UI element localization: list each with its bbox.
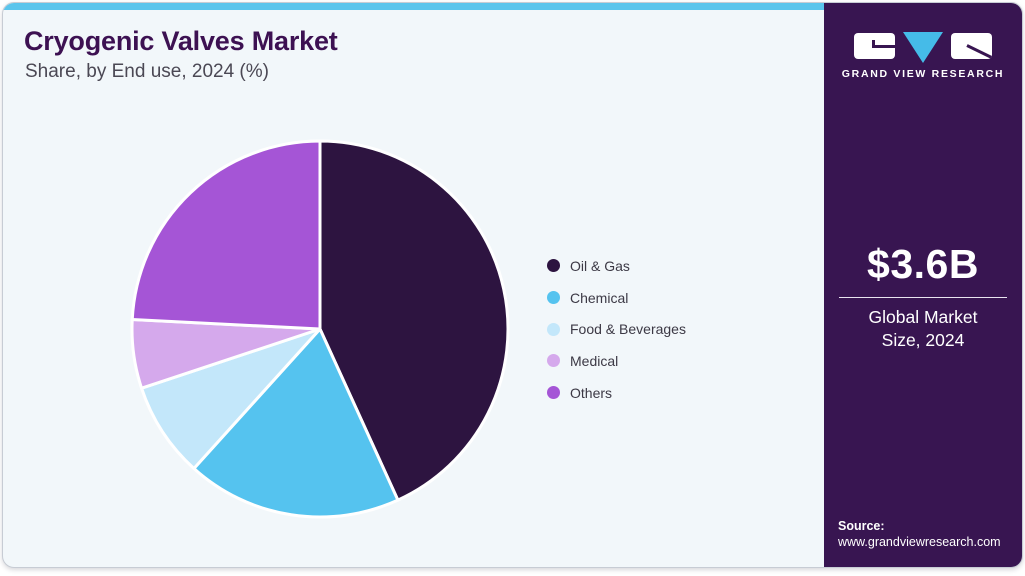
logo-g-mark-icon xyxy=(854,32,895,59)
legend-label: Food & Beverages xyxy=(570,321,686,338)
brand-logo: GRAND VIEW RESEARCH xyxy=(824,30,1022,80)
chart-legend: Oil & Gas Chemical Food & Beverages Medical… xyxy=(547,250,686,408)
legend-item-oil-gas: Oil & Gas xyxy=(547,250,686,282)
legend-dot-icon xyxy=(547,291,560,305)
brand-panel: GRAND VIEW RESEARCH $3.6B Global Market … xyxy=(824,3,1022,567)
pie-slice-others xyxy=(130,139,322,331)
page-title: Cryogenic Valves Market xyxy=(24,26,338,56)
legend-dot-icon xyxy=(547,354,560,368)
pie-slice-oil-gas xyxy=(318,139,510,502)
legend-label: Oil & Gas xyxy=(570,257,630,274)
legend-item-chemical: Chemical xyxy=(547,282,686,314)
source-block: Source: www.grandviewresearch.com xyxy=(838,518,1001,550)
market-size-label: Global Market Size, 2024 xyxy=(868,307,978,350)
market-size-block: $3.6B Global Market Size, 2024 xyxy=(824,241,1022,352)
legend-label: Others xyxy=(570,384,613,401)
logo-r-mark-icon xyxy=(951,32,992,59)
market-size-value: $3.6B xyxy=(867,241,979,287)
source-label: Source: xyxy=(838,519,885,533)
brand-name: GRAND VIEW RESEARCH xyxy=(841,68,1005,80)
infographic-card: Cryogenic Valves Market Share, by End us… xyxy=(2,2,1023,568)
chart-area: Cryogenic Valves Market Share, by End us… xyxy=(3,3,824,567)
logo-v-triangle-icon xyxy=(903,31,943,63)
top-accent-bar xyxy=(3,3,824,10)
legend-dot-icon xyxy=(547,259,560,273)
pie-slice-food-beverages xyxy=(140,327,322,470)
page-subtitle: Share, by End use, 2024 (%) xyxy=(25,61,269,82)
pie-slice-chemical xyxy=(192,327,400,519)
legend-item-others: Others xyxy=(547,377,686,409)
gvr-logo-icon xyxy=(854,30,992,63)
legend-item-medical: Medical xyxy=(547,345,686,377)
legend-item-food-beverages: Food & Beverages xyxy=(547,313,686,345)
legend-dot-icon xyxy=(547,322,560,336)
legend-label: Medical xyxy=(570,352,619,369)
legend-dot-icon xyxy=(547,386,560,400)
chart-header: Cryogenic Valves Market Share, by End us… xyxy=(3,10,824,83)
source-url: www.grandviewresearch.com xyxy=(838,535,1001,549)
market-size-divider xyxy=(839,297,1007,298)
pie-chart xyxy=(130,139,510,519)
legend-label: Chemical xyxy=(570,289,629,306)
